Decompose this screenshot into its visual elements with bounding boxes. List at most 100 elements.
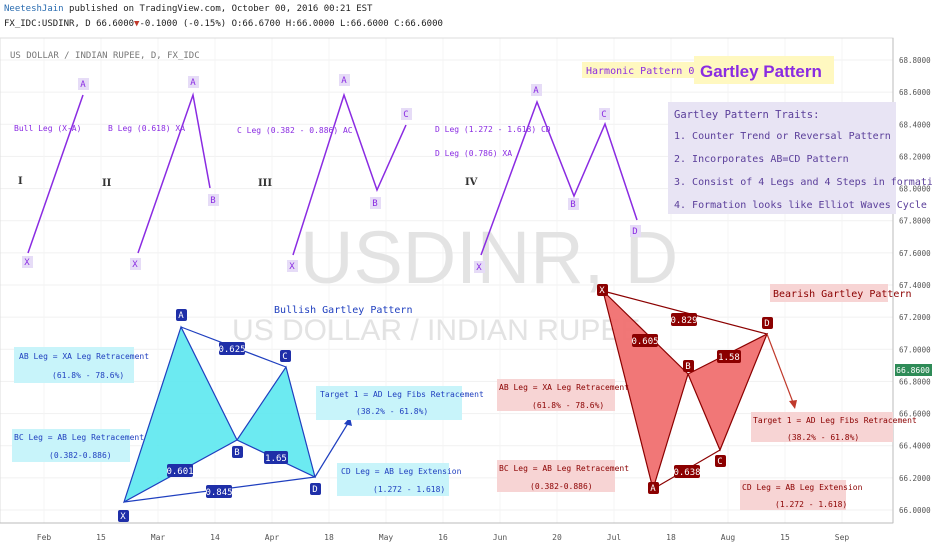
author-link[interactable]: NeeteshJain <box>4 4 64 14</box>
watermark-sub: US DOLLAR / INDIAN RUPEE <box>232 314 640 347</box>
bullish-point: A <box>178 311 184 321</box>
trait-item: 4. Formation looks like Elliot Waves Cyc… <box>674 200 927 211</box>
y-tick-label: 68.0000 <box>899 185 931 194</box>
y-tick-label: 66.0000 <box>899 506 931 515</box>
bearish-point: B <box>685 362 690 372</box>
publish-line: NeeteshJain published on TradingView.com… <box>4 4 372 14</box>
bearish-note: BC Leg = AB Leg Retracement <box>499 464 629 473</box>
x-tick-label: 16 <box>438 533 448 542</box>
bullish-point: B <box>234 448 239 458</box>
trait-item: 1. Counter Trend or Reversal Pattern <box>674 131 891 142</box>
bearish-note-bg <box>740 480 846 510</box>
bearish-note: Target 1 = AD Leg Fibs Retracement <box>753 416 917 425</box>
pattern-subtitle: Harmonic Pattern 02: <box>586 66 706 77</box>
bullish-note-bg <box>12 429 130 462</box>
bullish-note: CD Leg = AB Leg Extension <box>341 467 462 476</box>
trait-item: 2. Incorporates AB=CD Pattern <box>674 154 849 165</box>
bearish-note: CD Leg = AB Leg Extension <box>742 483 863 492</box>
y-tick-label: 66.6000 <box>899 410 931 419</box>
bullish-note: (38.2% - 61.8%) <box>356 407 428 416</box>
price-change: -0.1000 (-0.15%) <box>139 19 227 29</box>
y-tick-label: 68.4000 <box>899 120 931 129</box>
bullish-note: Target 1 = AD Leg Fibs Retracement <box>320 390 484 399</box>
bearish-point: C <box>717 457 722 467</box>
bullish-ratio: 0.601 <box>166 467 193 477</box>
y-tick-label: 67.8000 <box>899 217 931 226</box>
x-tick-label: Feb <box>37 533 52 542</box>
y-tick-label: 68.2000 <box>899 152 931 161</box>
bearish-note: (38.2% - 61.8%) <box>787 433 859 442</box>
step-2-leg: B Leg (0.618) XA <box>108 124 185 133</box>
point-label: C <box>403 110 408 120</box>
bullish-note-bg <box>337 463 449 496</box>
bearish-xab-triangle <box>601 289 689 492</box>
bearish-point: D <box>764 319 769 329</box>
bearish-ratio: 0.829 <box>670 316 697 326</box>
ohlc-values: O:66.6700 H:66.0000 L:66.6000 C:66.6000 <box>231 19 443 29</box>
step-numeral: I <box>18 176 23 187</box>
step-2-path <box>137 92 211 254</box>
traits-box: Gartley Pattern Traits: 1. Counter Trend… <box>668 102 932 214</box>
bullish-target-arrow <box>314 419 351 478</box>
bearish-title-bg <box>770 284 888 302</box>
y-tick-label: 66.8000 <box>899 377 931 386</box>
bullish-title: Bullish Gartley Pattern <box>274 305 412 316</box>
bearish-xd-line <box>602 290 768 335</box>
watermark-main: USDINR, D <box>300 216 678 299</box>
x-tick-label: Sep <box>835 533 850 542</box>
symbol-info: FX_IDC:USDINR, D 66.6000 <box>4 19 135 29</box>
y-tick-label: 67.0000 <box>899 345 931 354</box>
bullish-point: X <box>120 512 126 522</box>
x-tick-label: Jul <box>607 533 622 542</box>
bullish-note: BC Leg = AB Leg Retracement <box>14 433 144 442</box>
y-tick-label: 67.6000 <box>899 249 931 258</box>
bearish-note: AB Leg = XA Leg Retracement <box>499 383 629 392</box>
step-numeral: II <box>102 178 112 189</box>
pattern-title: Gartley Pattern <box>700 62 822 81</box>
point-label: X <box>132 260 138 270</box>
x-tick-label: May <box>379 533 394 542</box>
bearish-note-bg <box>497 379 615 411</box>
point-label: X <box>24 258 30 268</box>
bearish-target-arrow <box>766 333 795 406</box>
point-label: C <box>601 110 606 120</box>
y-tick-label: 68.8000 <box>899 56 931 65</box>
x-tick-label: 18 <box>324 533 334 542</box>
bullish-note: (1.272 - 1.618) <box>373 485 445 494</box>
bearish-note: (0.382-0.886) <box>530 482 593 491</box>
time-axis: Feb 15 Mar 14 Apr 18 May 16 Jun 20 Jul 18 Aug 15 Sep <box>37 533 850 542</box>
step-3-path <box>292 92 407 256</box>
bearish-title: Bearish Gartley Pattern <box>773 289 911 300</box>
current-price: 66.8600 <box>896 366 930 375</box>
bearish-point: A <box>650 484 656 494</box>
point-label: D <box>632 227 637 237</box>
formation-steps: Bull Leg (X-A) B Leg (0.618) XA C Leg (0… <box>14 74 641 273</box>
published-text: published on TradingView.com, October 00… <box>69 4 373 14</box>
subtitle-bg <box>582 62 694 78</box>
bearish-gartley: X A B C D 0.605 0.829 1.58 0.638 Bearish… <box>497 284 917 510</box>
bullish-gartley: X A B C D 0.601 0.625 1.65 0.845 Bullish… <box>12 305 484 522</box>
x-tick-label: 18 <box>666 533 676 542</box>
y-tick-label: 67.4000 <box>899 281 931 290</box>
current-price-label: 66.8600 <box>895 364 932 376</box>
arrow-head-icon <box>789 400 797 409</box>
x-tick-label: Mar <box>151 533 166 542</box>
bearish-note: (1.272 - 1.618) <box>775 500 847 509</box>
x-tick-label: Apr <box>265 533 280 542</box>
price-axis: 68.8000 68.6000 68.4000 68.2000 68.0000 67.80… <box>899 56 931 515</box>
step-1-path <box>27 94 84 254</box>
y-tick-label: 66.4000 <box>899 442 931 451</box>
point-label: A <box>533 86 539 96</box>
bullish-ratio: 0.625 <box>218 345 245 355</box>
title-bg <box>694 56 834 84</box>
step-numeral: III <box>258 178 272 189</box>
traits-heading: Gartley Pattern Traits: <box>674 109 819 121</box>
trait-item: 3. Consist of 4 Legs and 4 Steps in form… <box>674 177 932 188</box>
step-4-leg: D Leg (1.272 - 1.618) CD <box>435 125 551 134</box>
bullish-point: D <box>312 485 317 495</box>
point-label: X <box>289 262 295 272</box>
chart-title: US DOLLAR / INDIAN RUPEE, D, FX_IDC <box>10 51 200 61</box>
point-label: A <box>80 80 86 90</box>
point-label: A <box>190 78 196 88</box>
